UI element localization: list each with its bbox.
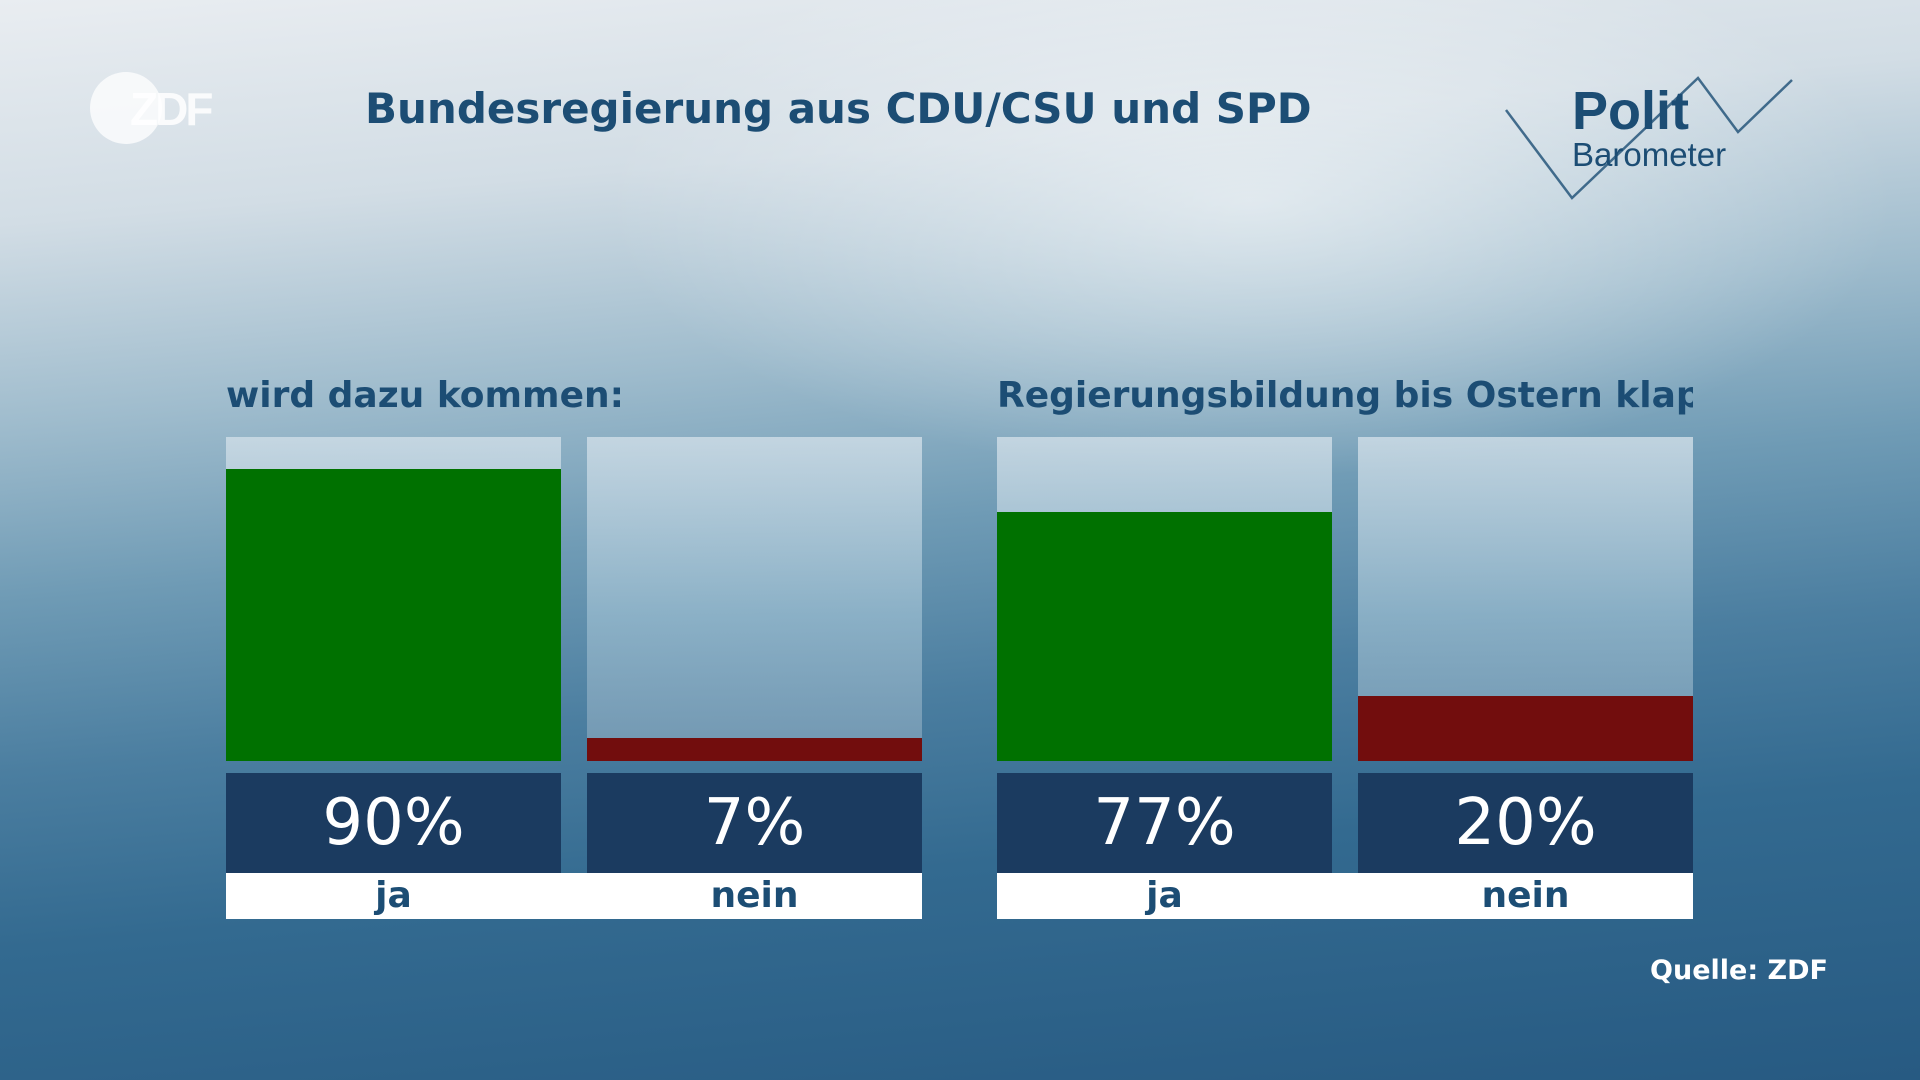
chart-2-bar-track-ja (997, 437, 1332, 761)
chart-1-label-ja: ja (375, 875, 412, 916)
zdf-logo-text: ZDF (130, 83, 213, 135)
chart-1-bar-track-nein (587, 437, 922, 761)
chart-1-bar-nein (587, 738, 922, 761)
chart-1-bar-ja (226, 469, 561, 761)
chart-2-value-ja: 77% (997, 773, 1332, 873)
chart-2-title: Regierungsbildung bis Ostern klappt: (997, 375, 1693, 416)
politbarometer-word-barometer: Barometer (1572, 136, 1727, 173)
source-label: Quelle: ZDF (1650, 955, 1828, 986)
chart-1-label-strip (226, 873, 922, 919)
chart-1-value-nein: 7% (587, 773, 922, 873)
chart-1-label-nein: nein (710, 875, 799, 916)
page-title: Bundesregierung aus CDU/CSU und SPD (365, 84, 1312, 133)
politbarometer-logo: Polit Barometer (1500, 70, 1810, 210)
chart-2-bar-nein (1358, 696, 1693, 761)
chart-2-label-ja: ja (1146, 875, 1183, 916)
chart-2-bar-ja (997, 511, 1332, 761)
chart-2-label-nein: nein (1481, 875, 1570, 916)
politbarometer-zigzag-icon (1505, 76, 1793, 200)
chart-1-title: wird dazu kommen: (226, 375, 625, 416)
chart-2-bar-track-nein (1358, 437, 1693, 761)
zdf-logo: ZDF (90, 72, 230, 144)
zdf-logo-circle (90, 72, 162, 144)
chart-1-value-ja: 90% (226, 773, 561, 873)
politbarometer-word-polit: Polit (1572, 81, 1689, 141)
chart-2-label-strip (997, 873, 1693, 919)
chart-2-value-nein: 20% (1358, 773, 1693, 873)
chart-1-bar-track-ja (226, 437, 561, 761)
